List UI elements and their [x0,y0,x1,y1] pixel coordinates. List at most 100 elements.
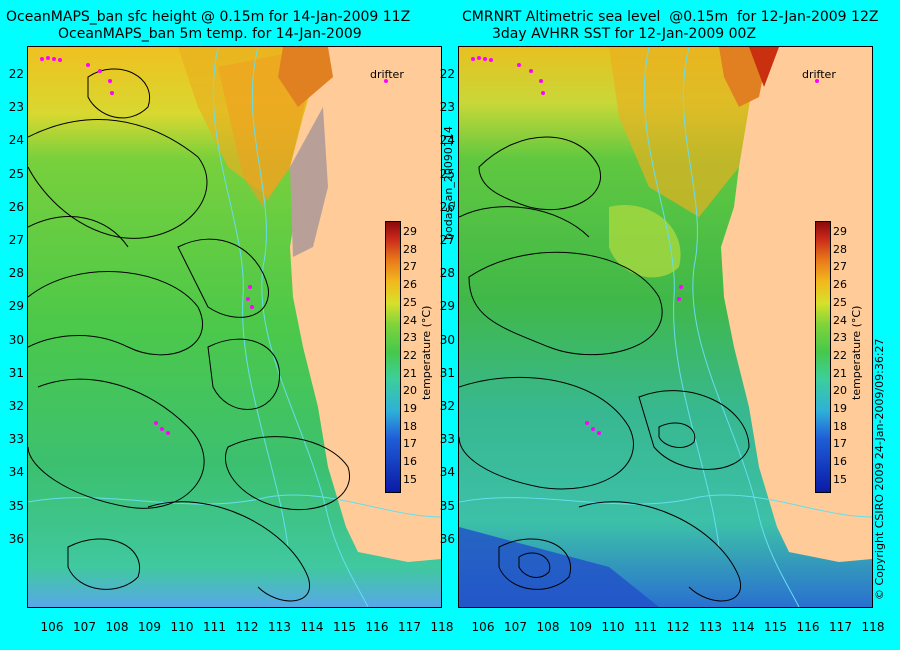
colorbar-tick-label: 16 [403,455,417,469]
colorbar-tick-label: 29 [403,225,417,238]
right-map-panel [458,46,873,608]
colorbar-tick-label: 23 [833,331,847,345]
latitude-tick-label: 36 [439,531,455,546]
latitude-tick-label: 35 [439,498,455,513]
right-colorbar [815,221,831,493]
latitude-tick-label: 24 [8,133,24,148]
latitude-tick-label: 22 [8,67,24,81]
colorbar-tick-label: 27 [403,260,417,274]
colorbar-tick-label: 28 [403,242,417,256]
left-map-image [28,47,441,607]
left-title-line2: OceanMAPS_ban 5m temp. for 14-Jan-2009 [58,26,362,42]
longitude-tick-label: 110 [170,620,194,634]
longitude-tick-label: 108 [536,620,560,634]
longitude-tick-label: 117 [829,620,852,634]
colorbar-tick-label: 20 [403,384,417,398]
longitude-tick-label: 118 [861,620,885,634]
colorbar-tick-label: 29 [833,225,847,238]
longitude-tick-label: 113 [268,620,291,634]
left-colorbar-title: temperature (°C) [420,305,433,400]
longitude-tick-label: 107 [504,620,527,634]
right-title-line2: 3day AVHRR SST for 12-Jan-2009 00Z [492,26,757,42]
longitude-tick-label: 106 [471,620,495,634]
longitude-tick-label: 112 [235,620,259,634]
latitude-tick-label: 28 [8,266,24,281]
longitude-tick-label: 115 [764,620,787,634]
latitude-tick-label: 26 [8,199,24,214]
longitude-tick-label: 116 [365,620,389,634]
latitude-tick-label: 34 [8,465,24,480]
right-colorbar-title: temperature (°C) [850,305,863,400]
colorbar-tick-label: 17 [403,437,417,451]
latitude-tick-label: 23 [8,100,24,115]
colorbar-tick-label: 26 [403,278,417,292]
longitude-tick-label: 117 [398,620,421,634]
colorbar-tick-label: 24 [403,313,417,327]
longitude-tick-label: 106 [40,620,64,634]
colorbar-tick-label: 15 [403,472,417,486]
longitude-tick-label: 110 [601,620,625,634]
latitude-tick-label: 28 [439,266,455,281]
latitude-tick-label: 22 [439,67,455,81]
colorbar-tick-label: 19 [833,402,847,415]
longitude-tick-label: 114 [731,620,755,634]
longitude-tick-label: 107 [73,620,96,634]
colorbar-tick-label: 21 [403,366,417,380]
colorbar-tick-label: 18 [833,419,847,433]
colorbar-tick-label: 28 [833,242,847,256]
latitude-tick-label: 27 [8,233,24,247]
colorbar-tick-label: 22 [833,348,847,362]
longitude-tick-label: 111 [634,620,657,634]
colorbar-tick-label: 17 [833,437,847,451]
right-title-line1: CMRNRT Altimetric sea level @0.15m for 1… [462,9,879,25]
right-drifter-label: drifter [802,68,836,81]
latitude-tick-label: 35 [8,498,24,513]
colorbar-tick-label: 26 [833,278,847,292]
latitude-tick-label: 27 [439,233,455,247]
latitude-tick-label: 29 [8,299,24,314]
latitude-tick-label: 24 [439,133,455,148]
latitude-tick-label: 30 [439,332,455,347]
longitude-tick-label: 114 [300,620,324,634]
colorbar-tick-label: 22 [403,348,417,362]
latitude-tick-label: 33 [439,432,455,447]
latitude-tick-label: 25 [8,166,24,181]
left-map-panel [27,46,442,608]
colorbar-tick-label: 25 [833,295,847,309]
left-drifter-label: drifter [370,68,404,81]
longitude-tick-label: 109 [138,620,161,634]
latitude-tick-label: 26 [439,199,455,214]
latitude-tick-label: 32 [8,399,24,413]
left-title-line1: OceanMAPS_ban sfc height @ 0.15m for 14-… [6,9,411,25]
right-map-image [459,47,872,607]
colorbar-tick-label: 23 [403,331,417,345]
longitude-tick-label: 115 [333,620,356,634]
longitude-tick-label: 112 [666,620,690,634]
colorbar-tick-label: 24 [833,313,847,327]
copyright-label: © Copyright CSIRO 2009 24-Jan-2009/09:36… [873,338,886,600]
latitude-tick-label: 34 [439,465,455,480]
longitude-tick-label: 118 [430,620,454,634]
left-colorbar [385,221,401,493]
latitude-tick-label: 31 [439,365,455,380]
colorbar-tick-label: 21 [833,366,847,380]
longitude-tick-label: 113 [699,620,722,634]
colorbar-tick-label: 27 [833,260,847,274]
latitude-tick-label: 32 [439,399,455,413]
colorbar-tick-label: 15 [833,472,847,486]
latitude-tick-label: 25 [439,166,455,181]
latitude-tick-label: 29 [439,299,455,314]
colorbar-tick-label: 16 [833,455,847,469]
longitude-tick-label: 108 [105,620,129,634]
longitude-tick-label: 116 [796,620,820,634]
colorbar-tick-label: 19 [403,402,417,415]
latitude-tick-label: 33 [8,432,24,447]
latitude-tick-label: 36 [8,531,24,546]
longitude-tick-label: 111 [203,620,226,634]
longitude-tick-label: 109 [569,620,592,634]
colorbar-tick-label: 25 [403,295,417,309]
latitude-tick-label: 23 [439,100,455,115]
latitude-tick-label: 30 [8,332,24,347]
colorbar-tick-label: 20 [833,384,847,398]
latitude-tick-label: 31 [8,365,24,380]
